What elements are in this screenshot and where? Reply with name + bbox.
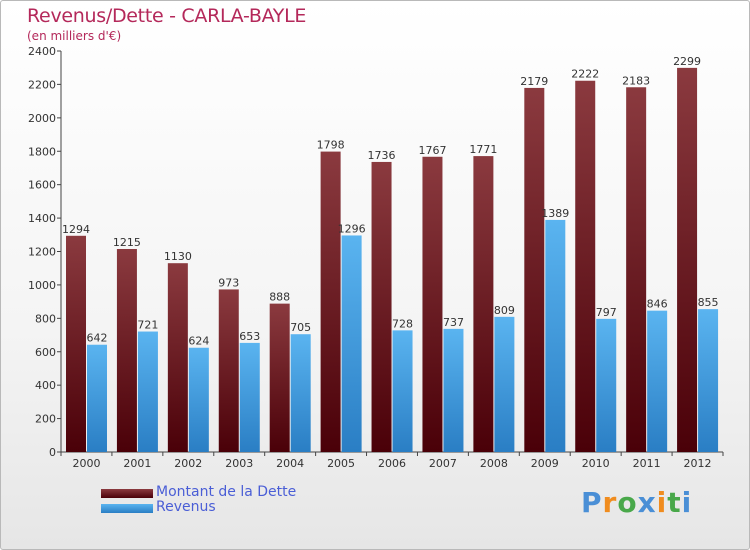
x-tick-label-2000: 2000 <box>72 457 100 470</box>
bar-revenue-2009 <box>545 219 566 452</box>
x-tick-label-2002: 2002 <box>174 457 202 470</box>
value-label-revenue-2003: 653 <box>239 330 260 343</box>
value-label-debt-2008: 1771 <box>469 143 497 156</box>
x-tick-label-2008: 2008 <box>480 457 508 470</box>
y-tick-label: 2200 <box>28 78 56 91</box>
bar-debt-2003 <box>218 289 239 452</box>
legend-swatch-debt <box>101 489 153 498</box>
x-tick-label-2012: 2012 <box>684 457 712 470</box>
value-label-debt-2011: 2183 <box>622 74 650 87</box>
value-label-revenue-2008: 809 <box>494 304 515 317</box>
bar-revenue-2000 <box>87 344 107 452</box>
value-label-debt-2003: 973 <box>218 276 239 289</box>
bar-revenue-2012 <box>698 309 719 452</box>
bar-debt-2008 <box>473 156 494 453</box>
value-label-revenue-2006: 728 <box>392 317 413 330</box>
bar-revenue-2010 <box>596 318 617 452</box>
value-label-revenue-2010: 797 <box>596 306 617 319</box>
bar-debt-2004 <box>269 303 290 452</box>
x-tick-label-2009: 2009 <box>531 457 559 470</box>
value-label-revenue-2004: 705 <box>290 321 311 334</box>
y-tick-label: 1200 <box>28 246 56 259</box>
bar-revenue-2001 <box>137 331 158 452</box>
chart-bars <box>66 67 719 453</box>
x-tick-label-2004: 2004 <box>276 457 304 470</box>
value-label-revenue-2007: 737 <box>443 316 464 329</box>
chart-title: Revenus/Dette - CARLA-BAYLE <box>27 5 307 27</box>
value-label-debt-2002: 1130 <box>164 250 192 263</box>
bar-revenue-2004 <box>290 334 311 452</box>
bar-revenue-2008 <box>494 316 515 452</box>
value-label-revenue-2009: 1389 <box>541 207 569 220</box>
y-tick-label: 200 <box>35 413 56 426</box>
y-tick-label: 1600 <box>28 179 56 192</box>
y-tick-label: 2000 <box>28 112 56 125</box>
value-label-debt-2005: 1798 <box>317 139 345 152</box>
bar-revenue-2006 <box>392 330 413 452</box>
bar-debt-2000 <box>66 235 86 452</box>
value-label-revenue-2011: 846 <box>647 298 668 311</box>
y-tick-label: 600 <box>35 346 56 359</box>
value-label-debt-2007: 1767 <box>418 144 446 157</box>
value-label-debt-2001: 1215 <box>113 236 141 249</box>
proxiti-logo: Proxiti <box>581 486 693 519</box>
y-tick-label: 1400 <box>28 212 56 225</box>
bar-debt-2010 <box>575 80 596 452</box>
legend-swatch-revenue <box>101 504 153 513</box>
value-label-debt-2009: 2179 <box>520 75 548 88</box>
y-tick-label: 1800 <box>28 145 56 158</box>
bar-debt-2005 <box>320 151 341 452</box>
x-tick-label-2007: 2007 <box>429 457 457 470</box>
bar-debt-2012 <box>677 67 698 452</box>
value-label-debt-2012: 2299 <box>673 55 701 68</box>
bar-revenue-2011 <box>647 310 668 452</box>
value-label-debt-2006: 1736 <box>368 149 396 162</box>
x-tick-label-2005: 2005 <box>327 457 355 470</box>
value-label-revenue-2005: 1296 <box>338 222 366 235</box>
bar-revenue-2003 <box>239 342 260 452</box>
bar-revenue-2007 <box>443 328 464 452</box>
chart-subtitle: (en milliers d'€) <box>27 29 122 43</box>
x-tick-label-2011: 2011 <box>633 457 661 470</box>
legend-label-debt: Montant de la Dette <box>156 484 297 500</box>
x-tick-label-2001: 2001 <box>123 457 151 470</box>
bar-revenue-2002 <box>188 347 209 452</box>
y-tick-label: 1000 <box>28 279 56 292</box>
value-label-debt-2000: 1294 <box>62 223 90 236</box>
y-tick-label: 400 <box>35 379 56 392</box>
value-label-revenue-2002: 624 <box>188 335 209 348</box>
chart-value-labels: 1294 642 1215 721 1130 624 973 653 888 705 1798 129… <box>62 55 719 348</box>
y-tick-label: 800 <box>35 312 56 325</box>
y-tick-label: 0 <box>49 446 56 459</box>
bar-revenue-2005 <box>341 235 362 452</box>
bar-debt-2009 <box>524 87 545 452</box>
legend-label-revenue: Revenus <box>156 499 216 515</box>
value-label-revenue-2001: 721 <box>137 319 158 332</box>
x-tick-label-2003: 2003 <box>225 457 253 470</box>
value-label-revenue-2012: 855 <box>698 296 719 309</box>
value-label-debt-2010: 2222 <box>571 68 599 81</box>
bar-debt-2007 <box>422 156 443 453</box>
x-tick-label-2010: 2010 <box>582 457 610 470</box>
y-tick-label: 2400 <box>28 45 56 58</box>
bar-debt-2001 <box>116 248 137 452</box>
value-label-debt-2004: 888 <box>269 291 290 304</box>
bar-debt-2011 <box>626 87 647 452</box>
x-tick-label-2006: 2006 <box>378 457 406 470</box>
bar-debt-2002 <box>167 263 188 452</box>
bar-debt-2006 <box>371 161 392 452</box>
value-label-revenue-2000: 642 <box>87 332 108 345</box>
